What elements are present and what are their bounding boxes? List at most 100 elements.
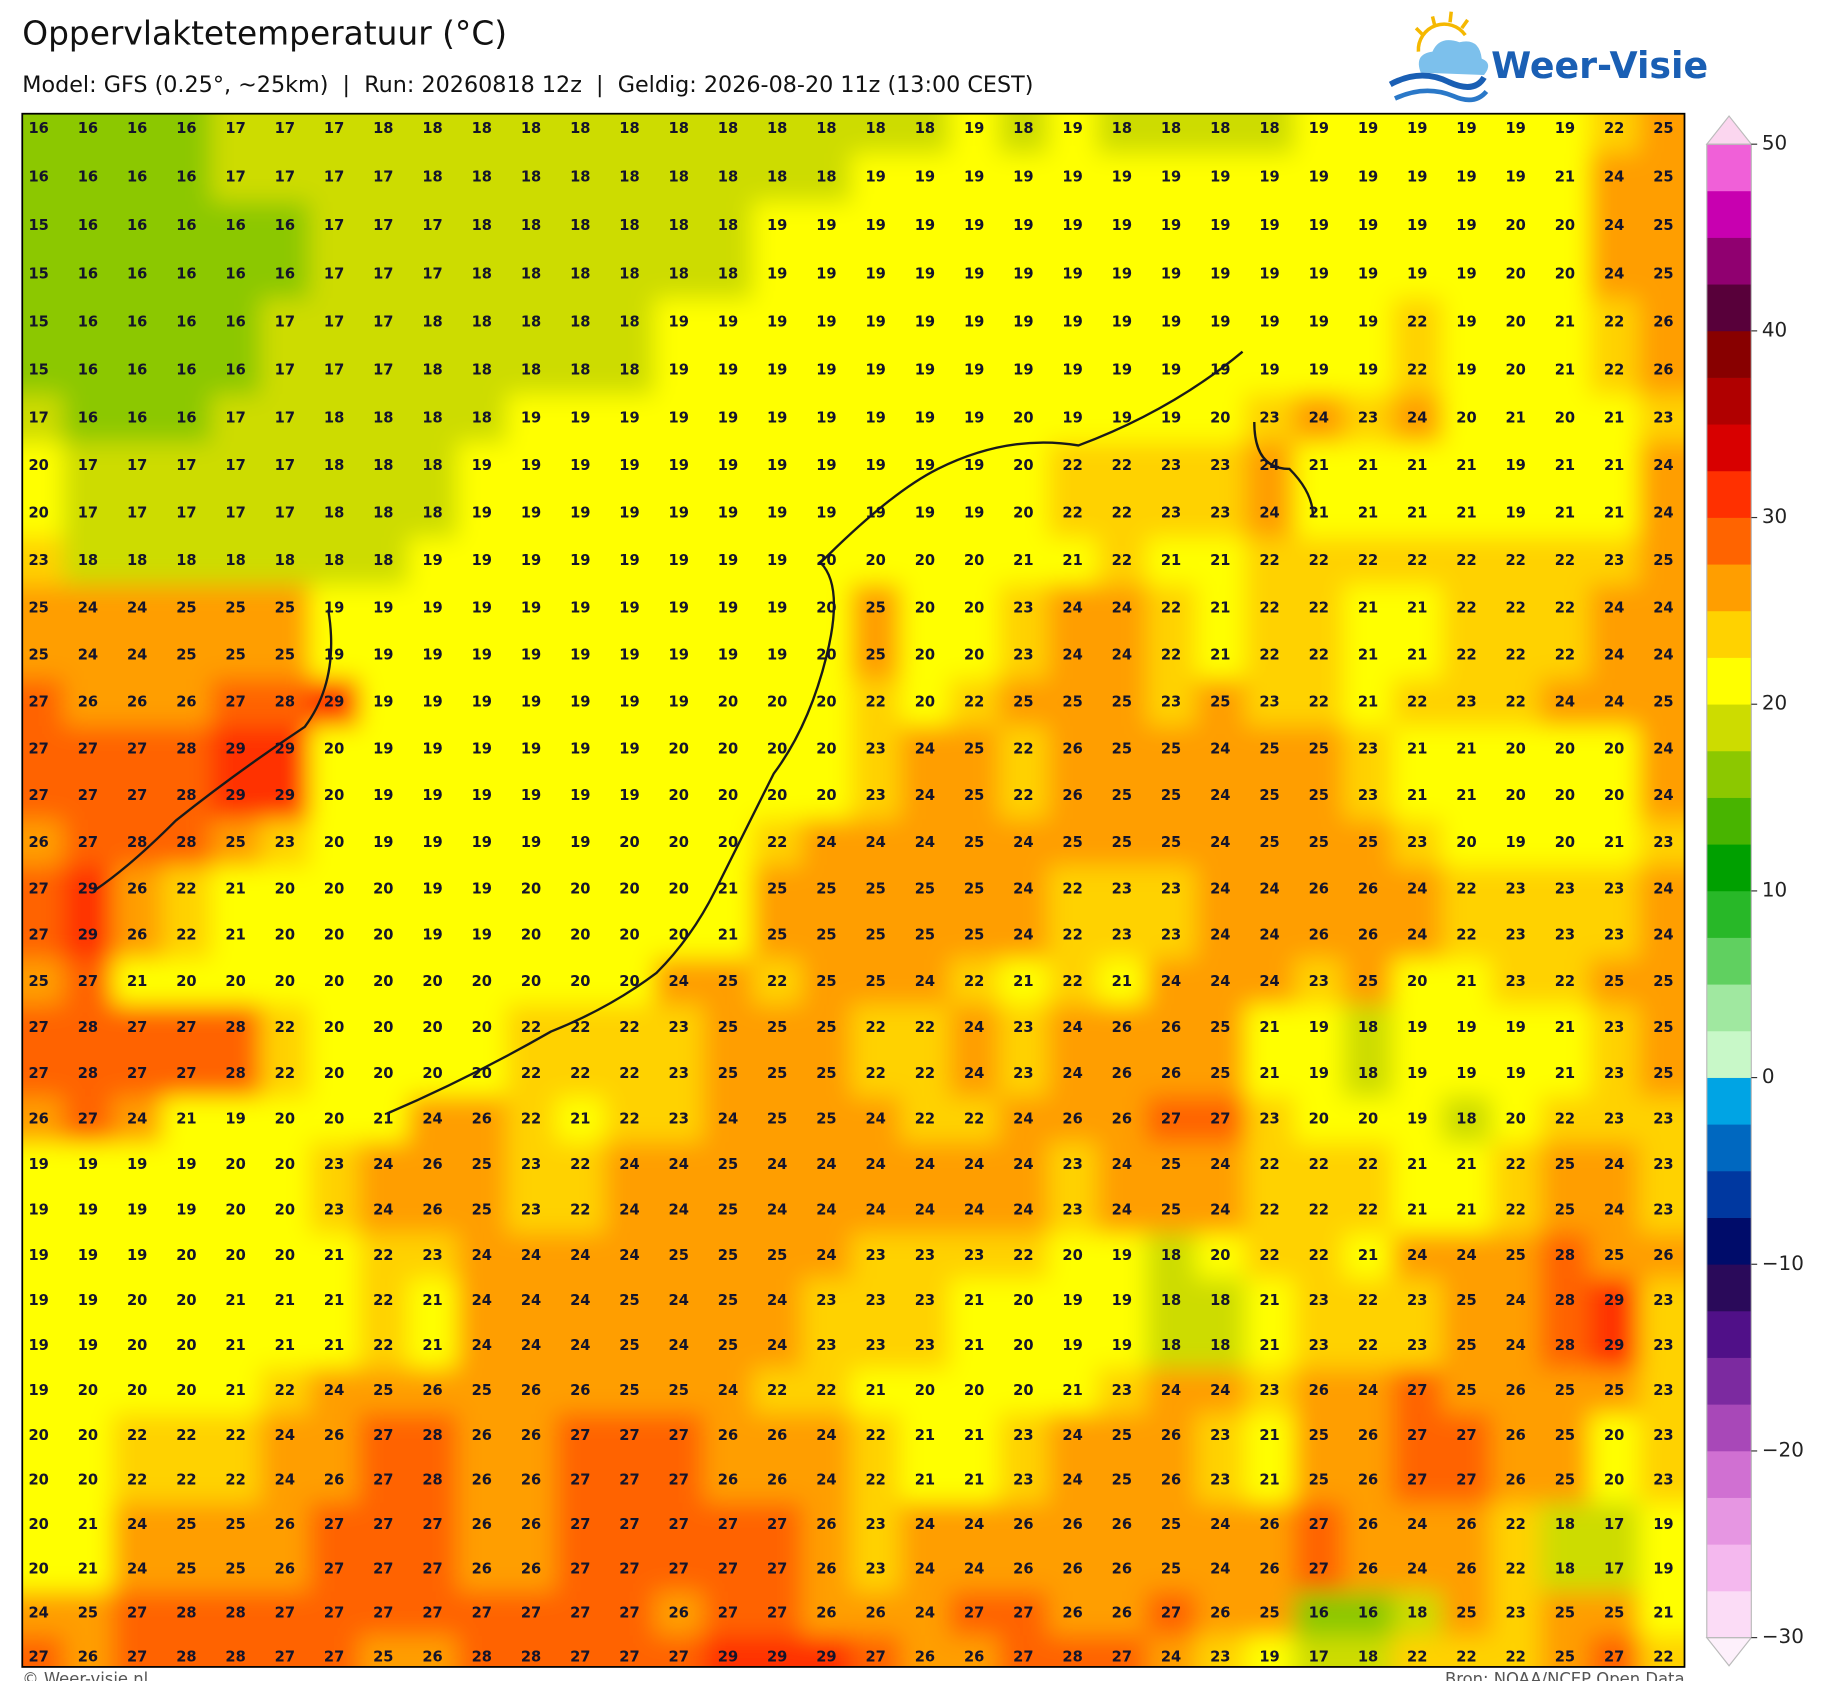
- temperature-label: 20: [964, 647, 984, 664]
- temperature-cell: [1638, 1547, 1685, 1593]
- temperature-cell: [63, 153, 114, 203]
- temperature-cell: [1294, 1187, 1344, 1234]
- temperature-label: 25: [28, 973, 48, 990]
- temperature-cell: [506, 1502, 557, 1548]
- temperature-cell: [63, 631, 114, 680]
- temperature-label: 29: [767, 1649, 787, 1666]
- temperature-label: 19: [1161, 409, 1181, 426]
- temperature-label: 18: [521, 313, 541, 330]
- temperature-cell: [211, 250, 261, 299]
- temperature-cell: [1392, 113, 1443, 154]
- temperature-label: 19: [767, 265, 787, 282]
- colorbar-tick-label: 30: [1762, 505, 1787, 528]
- temperature-label: 20: [570, 973, 590, 990]
- temperature-cell: [851, 912, 901, 960]
- temperature-label: 23: [1161, 457, 1181, 474]
- temperature-label: 22: [1407, 552, 1427, 569]
- temperature-label: 24: [816, 1247, 836, 1264]
- temperature-label: 23: [1161, 927, 1181, 944]
- temperature-cell: [1491, 1187, 1541, 1234]
- temperature-cell: [161, 1096, 212, 1143]
- temperature-label: 21: [1358, 505, 1378, 522]
- temperature-cell: [1195, 726, 1246, 774]
- temperature-cell: [1047, 631, 1098, 680]
- temperature-label: 20: [28, 1516, 48, 1533]
- temperature-cell: [1244, 442, 1295, 491]
- temperature-cell: [752, 819, 803, 867]
- temperature-label: 19: [816, 217, 836, 234]
- temperature-cell: [703, 958, 754, 1006]
- temperature-label: 22: [767, 973, 787, 990]
- temperature-cell: [1441, 866, 1492, 914]
- temperature-label: 26: [1653, 1247, 1673, 1264]
- temperature-cell: [1441, 250, 1492, 299]
- temperature-label: 26: [1506, 1427, 1526, 1444]
- temperature-label: 21: [1358, 647, 1378, 664]
- temperature-label: 25: [1653, 694, 1673, 711]
- temperature-cell: [703, 201, 754, 251]
- temperature-label: 21: [225, 880, 245, 897]
- temperature-cell: [851, 1187, 901, 1234]
- temperature-cell: [161, 584, 212, 633]
- temperature-cell: [1294, 584, 1344, 633]
- temperature-label: 24: [1161, 1649, 1181, 1666]
- temperature-cell: [949, 442, 1000, 491]
- temperature-cell: [309, 489, 360, 538]
- temperature-label: 19: [718, 552, 738, 569]
- temperature-label: 19: [767, 647, 787, 664]
- temperature-label: 24: [1604, 217, 1624, 234]
- temperature-label: 24: [570, 1337, 590, 1354]
- temperature-label: 23: [1210, 1649, 1230, 1666]
- temperature-label: 22: [1358, 1292, 1378, 1309]
- temperature-label: 26: [718, 1472, 738, 1489]
- temperature-label: 20: [324, 740, 344, 757]
- temperature-cell: [1441, 726, 1492, 774]
- temperature-cell: [1244, 1050, 1295, 1098]
- temperature-cell: [801, 819, 852, 867]
- temperature-cell: [358, 584, 409, 633]
- temperature-label: 20: [718, 740, 738, 757]
- temperature-label: 19: [865, 217, 885, 234]
- temperature-label: 27: [127, 787, 147, 804]
- temperature-cell: [1294, 394, 1344, 443]
- temperature-label: 21: [1259, 1065, 1279, 1082]
- temperature-cell: [1343, 153, 1394, 203]
- temperature-cell: [604, 394, 655, 443]
- temperature-cell: [260, 1233, 311, 1280]
- temperature-cell: [1146, 1458, 1197, 1504]
- temperature-label: 18: [619, 217, 639, 234]
- temperature-label: 20: [373, 1019, 393, 1036]
- temperature-label: 17: [127, 457, 147, 474]
- temperature-label: 21: [373, 1111, 393, 1128]
- temperature-cell: [1294, 153, 1344, 203]
- temperature-label: 19: [1309, 120, 1329, 137]
- temperature-label: 18: [1161, 1247, 1181, 1264]
- temperature-cell: [457, 726, 507, 774]
- temperature-cell: [949, 772, 1000, 821]
- temperature-cell: [998, 1368, 1049, 1415]
- temperature-cell: [703, 1323, 754, 1370]
- temperature-label: 25: [275, 599, 295, 616]
- temperature-label: 19: [570, 599, 590, 616]
- temperature-cell: [949, 1368, 1000, 1415]
- temperature-label: 19: [570, 834, 590, 851]
- temperature-label: 25: [767, 880, 787, 897]
- temperature-cell: [22, 537, 64, 586]
- temperature-label: 25: [718, 1065, 738, 1082]
- temperature-label: 20: [1555, 265, 1575, 282]
- temperature-cell: [1294, 679, 1344, 727]
- temperature-cell: [1343, 1278, 1394, 1325]
- temperature-label: 19: [619, 694, 639, 711]
- temperature-cell: [1047, 958, 1098, 1006]
- temperature-label: 24: [1555, 694, 1575, 711]
- temperature-cell: [211, 819, 261, 867]
- temperature-label: 25: [1456, 1292, 1476, 1309]
- temperature-label: 23: [1259, 694, 1279, 711]
- temperature-cell: [309, 346, 360, 395]
- temperature-label: 22: [915, 1065, 935, 1082]
- temperature-cell: [63, 1096, 114, 1143]
- temperature-label: 19: [472, 647, 492, 664]
- temperature-cell: [1343, 866, 1394, 914]
- temperature-cell: [752, 201, 803, 251]
- temperature-cell: [555, 1096, 606, 1143]
